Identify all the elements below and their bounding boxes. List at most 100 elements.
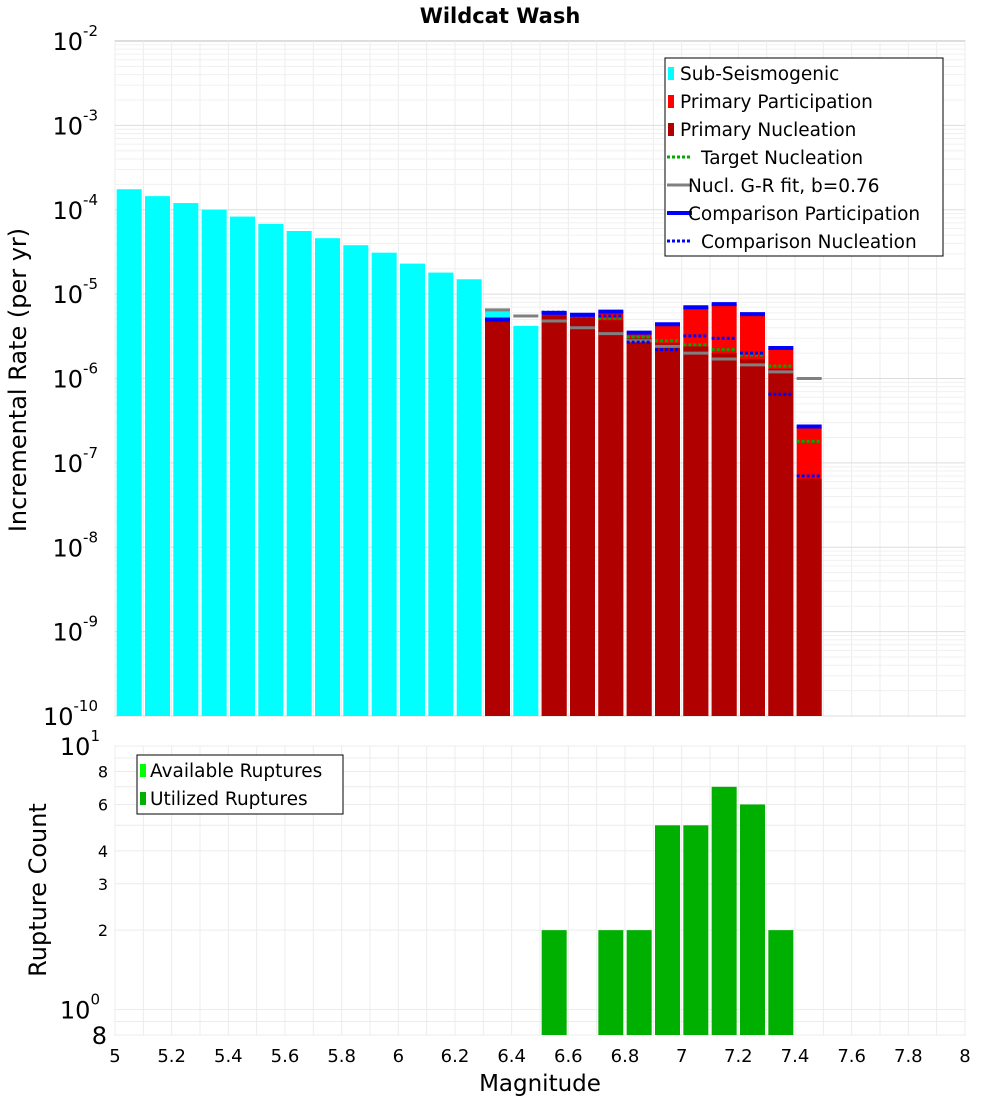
legend-swatch-available-ruptures [140,764,146,777]
bar-sub-seismogenic [173,203,199,716]
y-tick-exponent: -9 [83,613,98,631]
top-legend: Sub-Seismogenic Primary Participation Prim… [664,57,944,257]
bar-primary-nucleation [570,317,595,716]
bar-utilized-ruptures [768,930,794,1035]
y-tick-label: 10-10 [43,697,98,731]
x-tick-label: 6.4 [497,1046,526,1067]
bar-utilized-ruptures [683,825,709,1035]
x-tick-label: 5.2 [157,1046,186,1067]
bar-primary-nucleation [796,478,822,716]
y-tick-exponent: -10 [74,697,99,715]
bar-sub-seismogenic [258,223,284,716]
bar-sub-seismogenic [513,325,539,716]
bar-sub-seismogenic [343,245,369,717]
bar-primary-nucleation [740,359,765,716]
top-plot: 10-10 10-9 10-8 10-7 10-6 10-5 10-4 10-3 10-2 In… [4,22,966,731]
y-tick-exponent: -3 [83,106,98,124]
y-tick-label: 10-9 [52,613,98,647]
bar-utilized-ruptures [541,930,567,1035]
y-tick-exponent: -6 [83,360,98,378]
legend-label-primary-participation: Primary Participation [680,92,873,113]
legend-swatch-sub-seismogenic [668,67,674,80]
y-tick-label: 10-7 [52,444,98,478]
x-tick-label: 7.8 [894,1046,923,1067]
bar-sub-seismogenic [428,272,454,716]
bar-sub-seismogenic [371,252,397,716]
y-tick-label: 2 [98,921,108,940]
bar-primary-nucleation [485,319,510,716]
y-tick-label: 10-8 [52,528,98,562]
x-tick-label: 6 [393,1046,404,1067]
x-tick-label: 7.2 [724,1046,753,1067]
bar-utilized-ruptures [626,930,652,1035]
bar-utilized-ruptures [711,786,737,1035]
legend-swatch-primary-participation [668,95,674,108]
legend-label-target-nucleation: Target Nucleation [700,148,863,169]
x-tick-label: 5.4 [214,1046,243,1067]
y-tick-label: 10-5 [52,275,98,309]
y-tick-exponent: -7 [83,444,98,462]
bar-primary-nucleation [768,368,794,716]
legend-swatch-primary-nucleation [668,123,674,136]
x-ticks: 5 5.2 5.4 5.6 5.8 6 6.2 6.4 6.6 6.8 7 7.2 7.4 7.6 7.8 8 [109,1046,970,1067]
y-tick-label: 10-3 [52,106,98,140]
bar-utilized-ruptures [740,804,765,1035]
bar-primary-nucleation [711,353,737,716]
y-tick-label: 3 [98,875,108,894]
y-tick-label: 8 [92,1022,107,1050]
bar-sub-seismogenic [230,216,255,716]
top-legend-box [664,57,944,257]
bottom-legend: Available Ruptures Utilized Ruptures [136,754,344,815]
y-tick-label: 101 [60,727,100,761]
bar-sub-seismogenic [315,238,340,716]
bottom-bars [541,786,794,1035]
bar-primary-nucleation [626,338,652,716]
x-tick-label: 6.2 [441,1046,470,1067]
bar-primary-nucleation [655,343,680,716]
x-tick-label: 6.6 [554,1046,583,1067]
bar-sub-seismogenic [286,230,312,716]
y-tick-label: 4 [98,842,108,861]
bottom-legend-box [136,754,344,815]
y-tick-exponent: -4 [83,191,98,209]
bar-sub-seismogenic [201,209,227,716]
y-tick-label: 6 [98,795,108,814]
top-bars [116,189,822,717]
bar-sub-seismogenic [145,196,170,716]
top-y-axis-label: Incremental Rate (per yr) [4,228,32,532]
y-tick-label: 10-4 [52,191,98,225]
bar-primary-nucleation [541,315,567,716]
y-tick-exponent: -2 [83,22,98,40]
legend-label-comparison-nucleation: Comparison Nucleation [701,232,917,253]
bar-utilized-ruptures [655,825,680,1035]
bar-sub-seismogenic [456,279,482,716]
y-tick-label: 10-6 [52,360,98,394]
x-tick-label: 5.6 [271,1046,300,1067]
top-lines [485,302,822,478]
x-tick-label: 8 [959,1046,970,1067]
y-tick-label: 100 [60,990,100,1024]
legend-label-primary-nucleation: Primary Nucleation [680,120,856,141]
bar-primary-nucleation [683,346,709,716]
y-tick-exponent: 0 [90,990,100,1008]
x-tick-label: 5.8 [327,1046,356,1067]
legend-label-sub-seismogenic: Sub-Seismogenic [680,64,839,85]
chart-title: Wildcat Wash [420,4,581,28]
x-tick-label: 7.4 [781,1046,810,1067]
y-tick-exponent: -5 [83,275,98,293]
x-tick-label: 5 [109,1046,120,1067]
bar-sub-seismogenic [116,189,142,717]
bottom-y-axis-label: Rupture Count [24,803,52,977]
legend-label-nucl-g-r-fit-b-0-76: Nucl. G-R fit, b=0.76 [688,176,880,197]
bar-primary-nucleation [598,320,624,716]
legend-label-available-ruptures: Available Ruptures [150,761,322,782]
y-tick-exponent: -8 [83,528,98,546]
bar-utilized-ruptures [598,930,624,1035]
y-tick-label: 8 [98,763,108,782]
x-tick-label: 7.6 [837,1046,866,1067]
legend-label-utilized-ruptures: Utilized Ruptures [150,789,308,810]
legend-label-comparison-participation: Comparison Participation [688,204,920,225]
